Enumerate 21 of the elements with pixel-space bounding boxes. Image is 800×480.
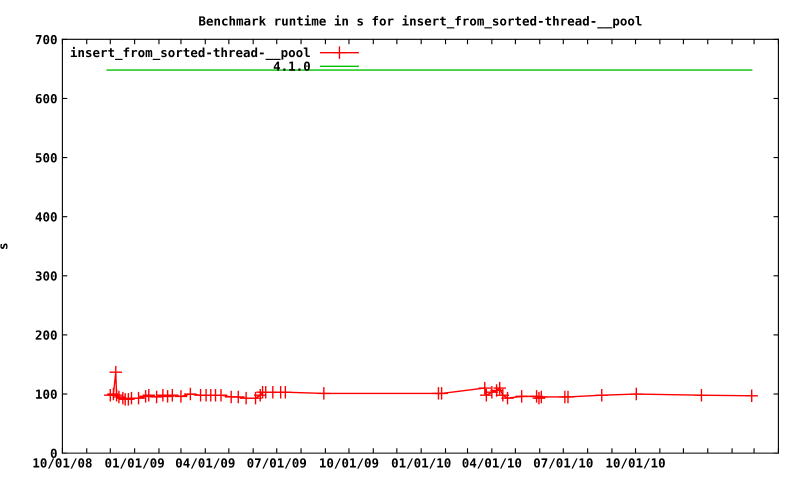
y-tick-label: 400 — [36, 212, 57, 222]
y-axis-title: s — [0, 243, 8, 249]
x-tick-label: 07/01/10 — [534, 458, 593, 469]
legend-label: insert_from_sorted-thread-__pool — [70, 46, 310, 60]
y-tick-label: 500 — [36, 153, 57, 163]
x-tick-label: 04/01/09 — [176, 458, 235, 469]
y-tick-label: 100 — [36, 389, 57, 399]
y-tick-label: 600 — [36, 94, 57, 104]
y-tick-label: 300 — [36, 271, 57, 281]
x-tick-label: 01/01/10 — [392, 458, 451, 469]
x-tick-label: 10/01/10 — [606, 458, 665, 469]
y-tick-label: 0 — [50, 448, 57, 458]
x-tick-label: 07/01/09 — [247, 458, 306, 469]
x-tick-label: 10/01/09 — [320, 458, 378, 469]
chart-title: Benchmark runtime in s for insert_from_sorted-thread-__pool — [199, 15, 642, 28]
y-tick-label: 700 — [36, 34, 57, 44]
x-tick-label: 01/01/09 — [105, 458, 164, 469]
x-tick-label: 04/01/10 — [462, 458, 522, 469]
x-tick-label: 10/01/08 — [33, 458, 92, 469]
y-tick-label: 200 — [36, 330, 57, 340]
legend-label: 4.1.0 — [274, 61, 310, 71]
